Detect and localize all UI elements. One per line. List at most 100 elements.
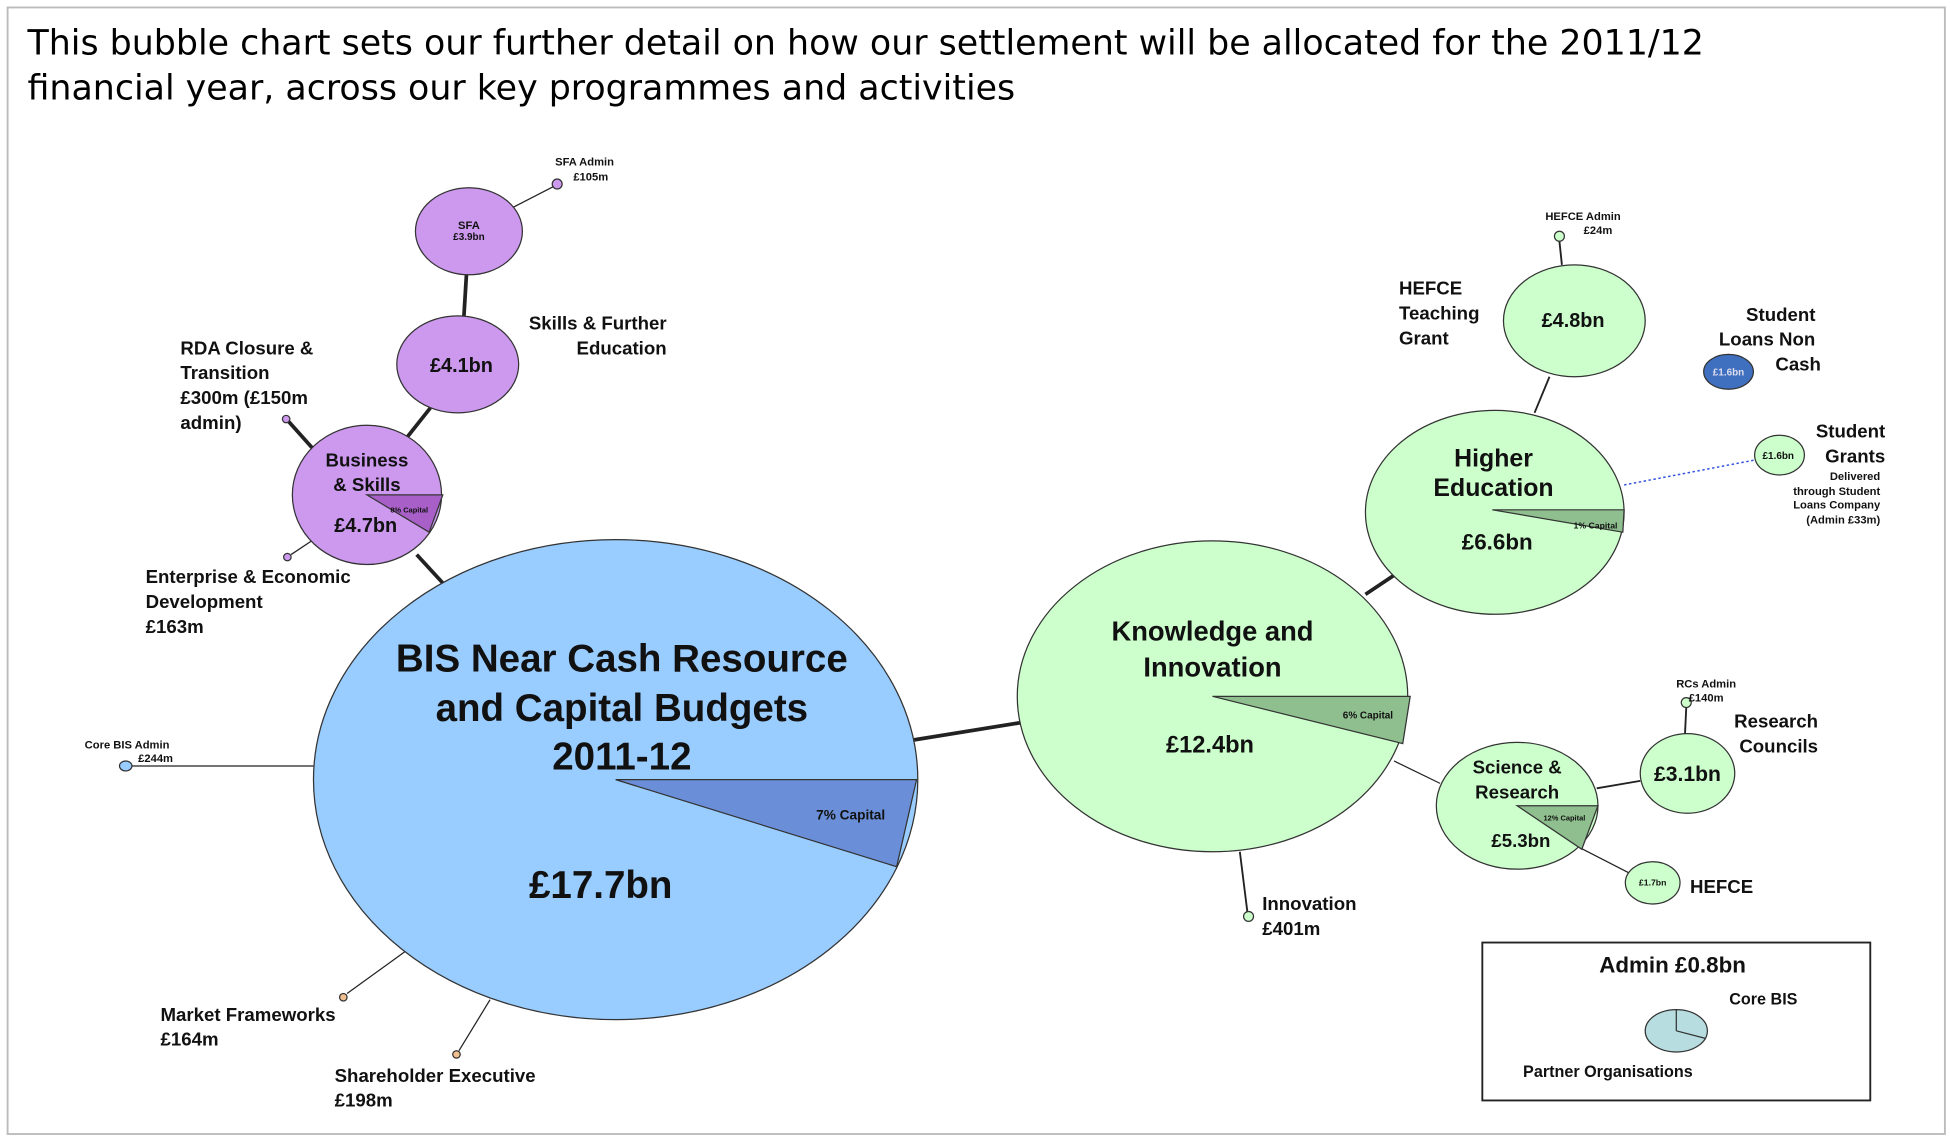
- legend: Admin £0.8bn Core BIS Partner Organisati…: [1481, 941, 1872, 1102]
- capital-wedge: [1515, 805, 1599, 851]
- caption: Research: [1734, 710, 1818, 731]
- caption: RDA Closure &: [180, 337, 313, 358]
- caption: Student: [1746, 304, 1815, 325]
- capital-label: 7% Capital: [816, 807, 885, 822]
- capital-label: 8% Capital: [390, 505, 428, 514]
- note: Loans Company: [1793, 500, 1881, 512]
- caption: Grant: [1399, 327, 1449, 348]
- bubble-label: Knowledge and: [1111, 615, 1313, 646]
- legend-item: Partner Organisations: [1523, 1063, 1693, 1081]
- connector: [1238, 851, 1249, 912]
- header-line: financial year, across our key programme…: [27, 68, 1015, 108]
- caption: Loans Non: [1719, 329, 1815, 350]
- caption: £300m (£150m: [180, 387, 307, 408]
- bubble-label: £4.1bn: [430, 355, 493, 377]
- bubble-label: Science &: [1473, 756, 1562, 777]
- caption: admin): [180, 412, 241, 433]
- caption: Core BIS Admin: [85, 740, 170, 752]
- connector: [1580, 847, 1630, 874]
- caption: HEFCE Admin: [1545, 211, 1621, 223]
- caption: HEFCE: [1399, 278, 1462, 299]
- caption: Student: [1816, 421, 1885, 442]
- connector: [1558, 241, 1563, 265]
- bubble-label: SFA: [458, 220, 480, 232]
- bubble-label: £5.3bn: [1491, 830, 1550, 851]
- connector: [509, 185, 554, 210]
- bubble-label: £4.8bn: [1542, 310, 1605, 332]
- bubble: [283, 552, 292, 562]
- connector: [1596, 779, 1641, 790]
- bubble: [1624, 861, 1681, 905]
- bubble-label: £6.6bn: [1462, 530, 1533, 555]
- bubble-label: Business: [326, 449, 409, 470]
- capital-label: 1% Capital: [1574, 520, 1618, 530]
- bubble-label: £1.6bn: [1763, 451, 1794, 462]
- connector: [1684, 707, 1688, 734]
- bubble-label: £1.6bn: [1713, 368, 1744, 379]
- caption: Skills & Further: [529, 313, 667, 334]
- bubble-label: £3.9bn: [453, 232, 484, 243]
- bubbles: 7% Capital BIS Near Cash Resource and Capi…: [85, 156, 1886, 1110]
- bubble-label: & Skills: [333, 474, 400, 495]
- bubble: [281, 414, 291, 424]
- bubble: [338, 992, 348, 1002]
- connector: [1364, 572, 1397, 596]
- bubble: [1502, 264, 1646, 378]
- connector: [415, 553, 446, 586]
- bubble-label: £12.4bn: [1166, 732, 1254, 758]
- bubble: [1639, 733, 1736, 814]
- header-line: This bubble chart sets our further detai…: [26, 24, 1703, 64]
- caption: £164m: [161, 1029, 219, 1050]
- connector: [913, 720, 1023, 742]
- caption: Innovation: [1262, 893, 1356, 914]
- connector: [346, 950, 406, 995]
- caption: Teaching: [1399, 303, 1479, 324]
- connector: [1623, 459, 1755, 486]
- bubble: [414, 187, 524, 276]
- bubble-label: Higher: [1454, 444, 1533, 472]
- caption: Grants: [1825, 446, 1885, 467]
- bubble-label: £3.1bn: [1654, 763, 1721, 786]
- capital-wedge: [1212, 695, 1411, 745]
- note: Delivered: [1830, 471, 1881, 483]
- caption: Shareholder Executive: [335, 1065, 536, 1086]
- bubble-label: Research: [1475, 781, 1559, 802]
- caption: Education: [577, 337, 667, 358]
- connector: [1533, 376, 1551, 414]
- connector: [462, 274, 469, 316]
- bubble: [1553, 230, 1566, 242]
- caption: £198m: [335, 1090, 393, 1111]
- caption: £24m: [1584, 225, 1613, 237]
- bubble: [118, 760, 133, 772]
- bubble-label: Education: [1433, 474, 1553, 502]
- legend-item: Core BIS: [1729, 991, 1797, 1009]
- capital-label: 6% Capital: [1343, 711, 1393, 722]
- bubble: [452, 1050, 461, 1059]
- caption: £163m: [146, 616, 204, 637]
- bubble: [1754, 434, 1806, 476]
- note: (Admin £33m): [1806, 514, 1880, 526]
- legend-title: Admin £0.8bn: [1599, 952, 1746, 977]
- capital-wedge: [364, 494, 444, 534]
- caption: £401m: [1262, 918, 1320, 939]
- capital-wedge: [1492, 509, 1625, 533]
- bubble: [1242, 910, 1255, 923]
- connector: [458, 999, 491, 1052]
- bubble: [1680, 696, 1692, 709]
- bubble: [1703, 353, 1755, 390]
- bubble-label: 2011-12: [552, 736, 691, 779]
- bubble-label: BIS Near Cash Resource: [396, 637, 848, 680]
- note: through Student: [1793, 486, 1880, 498]
- caption: Development: [146, 591, 263, 612]
- connector: [1393, 760, 1441, 784]
- caption: Transition: [180, 362, 269, 383]
- bubble-label: Innovation: [1143, 651, 1281, 682]
- capital-wedge: [615, 779, 918, 868]
- bubble: [551, 178, 563, 190]
- caption: Market Frameworks: [161, 1004, 336, 1025]
- bubble: [396, 315, 520, 414]
- caption: Councils: [1739, 735, 1818, 756]
- caption: SFA Admin: [555, 156, 614, 168]
- bubble-label: £1.7bn: [1639, 877, 1667, 887]
